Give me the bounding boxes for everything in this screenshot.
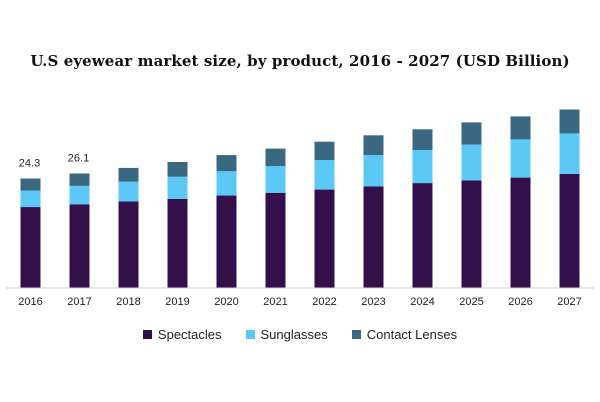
bar-sunglasses-2018 <box>118 181 139 202</box>
bar-spectacles-2022 <box>314 189 335 288</box>
x-tick-label: 2025 <box>459 296 483 308</box>
bar-contact-lenses-2024 <box>412 129 433 150</box>
bar-spectacles-2024 <box>412 183 433 288</box>
bar-spectacles-2019 <box>167 198 188 288</box>
x-tick-label: 2016 <box>18 296 42 308</box>
bar-spectacles-2020 <box>216 195 237 288</box>
x-tick-label: 2023 <box>361 296 385 308</box>
bar-spectacles-2027 <box>559 173 580 288</box>
bar-contact-lenses-2017 <box>69 173 90 186</box>
bar-spectacles-2025 <box>461 180 482 288</box>
bars-group <box>20 109 580 288</box>
legend-item-contact-lenses: Contact Lenses <box>351 327 458 342</box>
bar-spectacles-2016 <box>20 207 41 288</box>
bar-contact-lenses-2023 <box>363 135 384 156</box>
bar-contact-lenses-2020 <box>216 155 237 172</box>
bar-spectacles-2017 <box>69 204 90 288</box>
bar-spectacles-2021 <box>265 192 286 288</box>
bar-sunglasses-2022 <box>314 160 335 190</box>
bar-contact-lenses-2016 <box>20 178 41 191</box>
x-tick-label: 2017 <box>67 296 91 308</box>
bar-sunglasses-2020 <box>216 171 237 196</box>
x-tick-label: 2026 <box>508 296 532 308</box>
bar-sunglasses-2023 <box>363 155 384 187</box>
legend-swatch <box>245 330 255 339</box>
bar-sunglasses-2021 <box>265 166 286 193</box>
bar-contact-lenses-2022 <box>314 141 335 161</box>
data-label-2016: 24.3 <box>19 158 40 170</box>
legend-label: Sunglasses <box>260 327 328 342</box>
bar-sunglasses-2025 <box>461 144 482 181</box>
x-tick-label: 2024 <box>410 296 434 308</box>
legend: Spectacles Sunglasses Contact Lenses <box>0 327 600 342</box>
x-tick-label: 2022 <box>312 296 336 308</box>
bar-contact-lenses-2027 <box>559 109 580 134</box>
data-labels: 24.3 26.1 <box>19 153 89 170</box>
bar-contact-lenses-2021 <box>265 148 286 167</box>
bar-contact-lenses-2019 <box>167 162 188 177</box>
legend-label: Spectacles <box>157 327 222 342</box>
legend-item-sunglasses: Sunglasses <box>245 327 328 342</box>
x-tick-label: 2019 <box>165 296 189 308</box>
bar-sunglasses-2017 <box>69 185 90 205</box>
bar-spectacles-2018 <box>118 201 139 288</box>
x-tick-labels: 2016 2017 2018 2019 2020 2021 2022 2023 2024 2025… <box>18 296 581 308</box>
bar-spectacles-2026 <box>510 177 531 288</box>
x-tick-label: 2027 <box>557 296 581 308</box>
bar-sunglasses-2016 <box>20 190 41 208</box>
legend-swatch <box>142 330 152 339</box>
bar-contact-lenses-2026 <box>510 116 531 140</box>
data-label-2017: 26.1 <box>68 153 89 165</box>
x-tick-label: 2021 <box>263 296 287 308</box>
bar-sunglasses-2019 <box>167 176 188 199</box>
legend-swatch <box>351 330 361 339</box>
legend-item-spectacles: Spectacles <box>142 327 222 342</box>
bar-contact-lenses-2025 <box>461 122 482 145</box>
bar-spectacles-2023 <box>363 186 384 288</box>
legend-label: Contact Lenses <box>366 327 458 342</box>
chart-title: U.S eyewear market size, by product, 201… <box>30 52 570 70</box>
x-tick-label: 2020 <box>214 296 238 308</box>
bar-sunglasses-2024 <box>412 150 433 184</box>
x-tick-label: 2018 <box>116 296 140 308</box>
bar-sunglasses-2026 <box>510 139 531 178</box>
bar-contact-lenses-2018 <box>118 167 139 182</box>
bar-sunglasses-2027 <box>559 133 580 174</box>
